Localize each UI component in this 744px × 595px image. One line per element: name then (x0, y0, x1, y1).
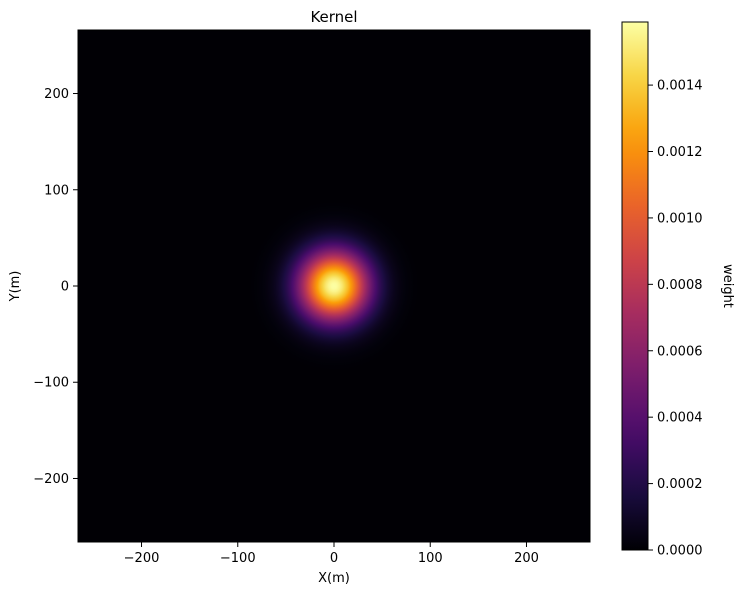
colorbar-tick-label: 0.0004 (657, 411, 703, 426)
y-tick-label: 0 (61, 280, 69, 295)
colorbar-tick-label: 0.0010 (657, 211, 703, 226)
colorbar-tick-label: 0.0008 (657, 278, 703, 293)
x-tick-label: −200 (124, 551, 160, 566)
x-tick-label: 100 (418, 551, 443, 566)
x-tick-label: 200 (514, 551, 539, 566)
x-tick-label: 0 (330, 551, 338, 566)
y-tick-label: −200 (33, 472, 69, 487)
colorbar-label: weight (720, 264, 735, 308)
x-tick-label: −100 (220, 551, 256, 566)
colorbar-tick-label: 0.0006 (657, 344, 703, 359)
x-axis: −200 −100 0 100 200 (124, 542, 539, 566)
y-tick-label: −100 (33, 376, 69, 391)
colorbar-ticks: 0.0000 0.0002 0.0004 0.0006 0.0008 0.0010 0.00… (648, 79, 703, 559)
colorbar-tick-label: 0.0002 (657, 477, 703, 492)
x-axis-label: X(m) (318, 571, 350, 586)
colorbar (622, 22, 648, 550)
y-tick-label: 100 (44, 183, 69, 198)
colorbar-tick-label: 0.0000 (657, 544, 703, 559)
kernel-heatmap (78, 30, 590, 542)
y-axis: −200 −100 0 100 200 (33, 87, 78, 487)
colorbar-tick-label: 0.0014 (657, 79, 703, 94)
y-axis-label: Y(m) (8, 271, 23, 303)
colorbar-tick-label: 0.0012 (657, 145, 703, 160)
y-tick-label: 200 (44, 87, 69, 102)
chart-title: Kernel (310, 8, 357, 26)
